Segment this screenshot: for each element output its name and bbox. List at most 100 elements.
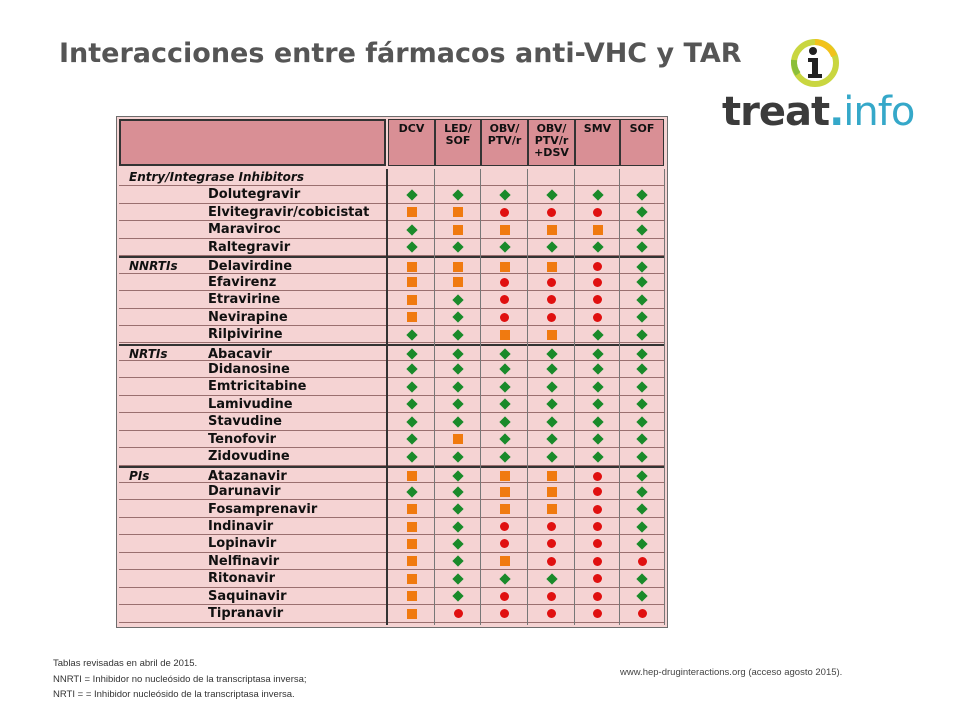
red-circle-icon [547,539,556,549]
green-diamond-icon [405,433,418,445]
drug-name: Elvitegravir/cobicistat [208,204,370,220]
green-diamond-icon [591,241,604,253]
red-circle-icon [500,312,509,322]
green-diamond-icon [452,451,464,463]
green-diamond-icon [405,328,418,341]
logo-text-dot: . [829,89,844,135]
green-diamond-icon [636,538,648,550]
table-row: Nelfinavir [119,553,665,571]
red-circle-icon [593,295,602,305]
orange-square-icon [546,224,557,235]
red-circle-icon [593,539,602,549]
green-diamond-icon [452,189,464,201]
drug-class-label: NRTIs [129,346,168,361]
table-row: Etravirine [119,291,665,309]
green-diamond-icon [452,573,464,585]
drug-class-label: Entry/Integrase Inhibitors [129,170,304,184]
drug-class-label: PIs [129,468,150,483]
orange-square-icon [499,471,510,482]
red-circle-icon [547,295,556,305]
drug-name: Lamivudine [208,396,293,412]
green-diamond-icon [405,398,418,411]
table-row: Didanosine [119,361,665,379]
green-diamond-icon [452,398,464,411]
green-diamond-icon [405,189,418,201]
footnote-line-1: Tablas revisadas en abril de 2015. [53,658,198,669]
orange-square-icon [546,486,557,497]
column-divider [434,169,435,625]
red-circle-icon [547,312,556,322]
red-circle-icon [547,277,556,287]
drug-class-label: NNRTIs [129,259,178,274]
table-row: Zidovudine [119,448,665,466]
logo-text-treat: treat [722,89,830,135]
table-row: Fosamprenavir [119,501,665,518]
red-circle-icon [637,609,647,619]
orange-square-icon [453,277,463,288]
table-row: NRTIs Abacavir [119,343,665,362]
drug-name: Nelfinavir [208,553,280,569]
red-circle-icon [593,504,602,514]
drug-name: Nevirapine [208,309,288,325]
green-diamond-icon [636,328,648,341]
green-diamond-icon [636,189,648,201]
column-divider [619,169,620,625]
green-diamond-icon [636,311,648,323]
green-diamond-icon [498,189,511,201]
page-title: Interacciones entre fármacos anti-VHC y … [59,38,742,69]
orange-square-icon [406,277,417,288]
column-header-2: OBV/ PTV/r [481,119,528,166]
red-circle-icon [500,295,509,305]
green-diamond-icon [636,433,648,445]
green-diamond-icon [636,206,648,219]
green-diamond-icon [591,416,604,428]
green-diamond-icon [636,451,648,463]
orange-square-icon [406,538,417,549]
drug-name: Tipranavir [208,606,284,622]
column-header-3: OBV/ PTV/r +DSV [528,119,575,166]
red-circle-icon [547,522,556,531]
column-header-0: DCV [388,119,435,166]
red-circle-icon [593,609,602,619]
drug-name: Ritonavir [208,571,275,587]
green-diamond-icon [452,555,464,568]
table-row: Maraviroc [119,221,665,239]
drug-name: Maraviroc [208,222,281,238]
drug-name: Emtricitabine [208,379,307,395]
green-diamond-icon [498,451,511,463]
green-diamond-icon [452,416,464,428]
red-circle-icon [637,556,647,566]
drug-name: Darunavir [208,484,281,500]
green-diamond-icon [452,363,464,376]
green-diamond-icon [545,363,558,376]
orange-square-icon [499,556,510,567]
drug-name: Stavudine [208,414,282,430]
red-circle-icon [547,556,556,566]
green-diamond-icon [452,328,464,341]
table-row: Indinavir [119,518,665,536]
red-circle-icon [500,539,509,549]
orange-square-icon [406,591,417,602]
green-diamond-icon [545,573,558,585]
orange-square-icon [499,261,510,272]
table-row: Efavirenz [119,274,665,292]
green-diamond-icon [498,381,511,393]
drug-name: Dolutegravir [208,187,301,203]
green-diamond-icon [591,398,604,411]
red-circle-icon [547,207,556,217]
column-divider [664,169,665,625]
table-row: Entry/Integrase Inhibitors [119,169,665,187]
drug-name: Indinavir [208,519,274,534]
orange-square-icon [453,224,463,235]
orange-square-icon [406,504,417,515]
green-diamond-icon [591,189,604,201]
interaction-table: DCV LED/ SOF OBV/ PTV/r OBV/ PTV/r +DSV SMV S… [116,116,668,628]
green-diamond-icon [591,328,604,341]
table-row: Nevirapine [119,309,665,326]
green-diamond-icon [636,485,648,498]
green-diamond-icon [498,416,511,428]
orange-square-icon [406,556,417,567]
logo-text: treat.info [722,89,915,135]
orange-square-icon [406,573,417,584]
table-row: Raltegravir [119,239,665,257]
